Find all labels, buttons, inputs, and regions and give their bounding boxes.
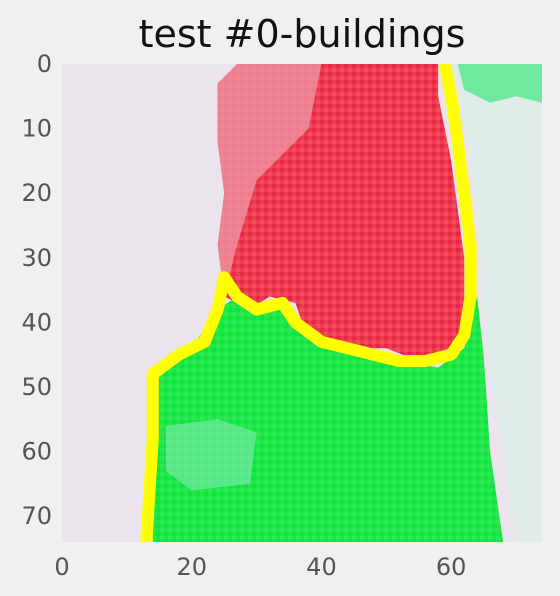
x-tick-label: 40	[306, 553, 337, 581]
y-tick-label: 30	[21, 244, 52, 272]
region-building-light	[217, 64, 322, 297]
heatmap-regions	[152, 64, 542, 542]
region-ground-light	[165, 419, 257, 491]
y-tick-label: 60	[21, 438, 52, 466]
region-corner-green	[457, 64, 542, 103]
boundary-line	[140, 64, 477, 542]
y-tick-label: 70	[21, 502, 52, 530]
region-upper-right	[451, 64, 542, 542]
y-tick-label: 40	[21, 308, 52, 336]
x-tick-label: 0	[54, 553, 69, 581]
x-axis: 0 20 40 60	[54, 553, 466, 581]
y-axis: 0 10 20 30 40 50 60 70	[21, 50, 52, 530]
x-tick-label: 20	[176, 553, 207, 581]
y-tick-label: 10	[21, 115, 52, 143]
boundary-layer	[140, 64, 477, 542]
y-tick-label: 0	[37, 50, 52, 78]
chart-title: test #0-buildings	[138, 12, 466, 56]
y-tick-label: 20	[21, 179, 52, 207]
x-tick-label: 60	[436, 553, 467, 581]
y-tick-label: 50	[21, 373, 52, 401]
